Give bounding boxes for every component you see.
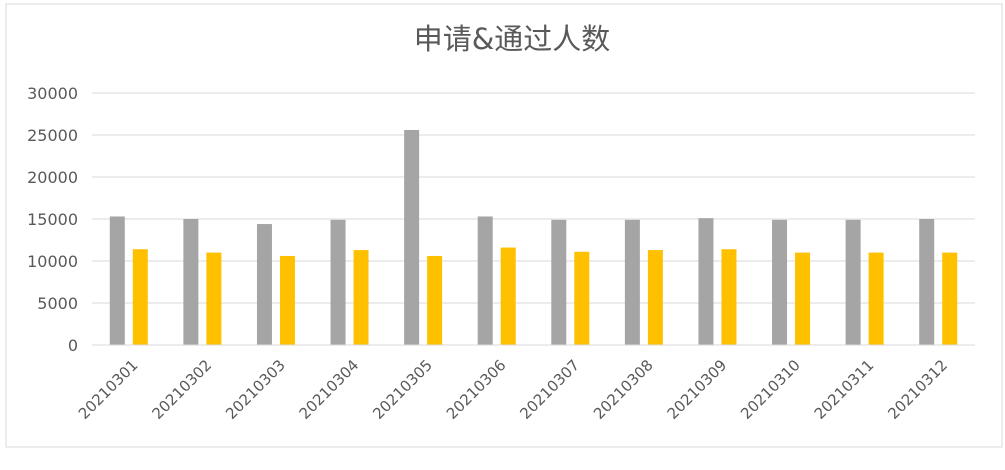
gridlines	[92, 92, 975, 304]
chart-title: 申请&通过人数	[414, 22, 611, 56]
bar-series2-20210306	[500, 247, 516, 345]
bar-series1-20210306	[477, 216, 493, 345]
bar-series1-20210311	[845, 219, 861, 345]
y-tick-label: 30000	[27, 84, 78, 103]
bar-series2-20210302	[206, 252, 222, 345]
bar-series2-20210312	[942, 252, 958, 345]
bar-series1-20210312	[919, 219, 935, 345]
y-tick-label: 25000	[27, 126, 78, 145]
bar-series1-20210302	[183, 219, 199, 345]
bar-series1-20210304	[330, 219, 346, 345]
y-axis-tick-labels: 0 5000 10000 15000 20000 25000 30000	[27, 84, 78, 355]
y-tick-label: 0	[68, 336, 78, 355]
bar-series1-20210310	[772, 219, 788, 345]
bar-series2-20210301	[132, 249, 148, 345]
y-tick-label: 15000	[27, 210, 78, 229]
bar-series1-20210307	[551, 219, 567, 345]
bar-series2-20210307	[574, 251, 590, 345]
bar-series1-20210301	[109, 216, 125, 345]
y-tick-label: 5000	[37, 294, 78, 313]
y-tick-label: 10000	[27, 252, 78, 271]
bar-series1-20210303	[256, 224, 272, 345]
bar-series2-20210305	[427, 255, 443, 345]
bar-series2-20210311	[868, 252, 884, 345]
bar-series2-20210310	[795, 252, 811, 345]
y-tick-label: 20000	[27, 168, 78, 187]
bar-series2-20210309	[721, 249, 737, 345]
bars	[109, 129, 958, 345]
bar-series1-20210305	[404, 129, 420, 345]
bar-series2-20210304	[353, 250, 369, 345]
bar-series1-20210309	[698, 218, 714, 345]
bar-series2-20210308	[647, 250, 663, 345]
bar-series1-20210308	[624, 219, 640, 345]
chart-frame	[5, 3, 1003, 448]
bar-series2-20210303	[279, 255, 295, 345]
